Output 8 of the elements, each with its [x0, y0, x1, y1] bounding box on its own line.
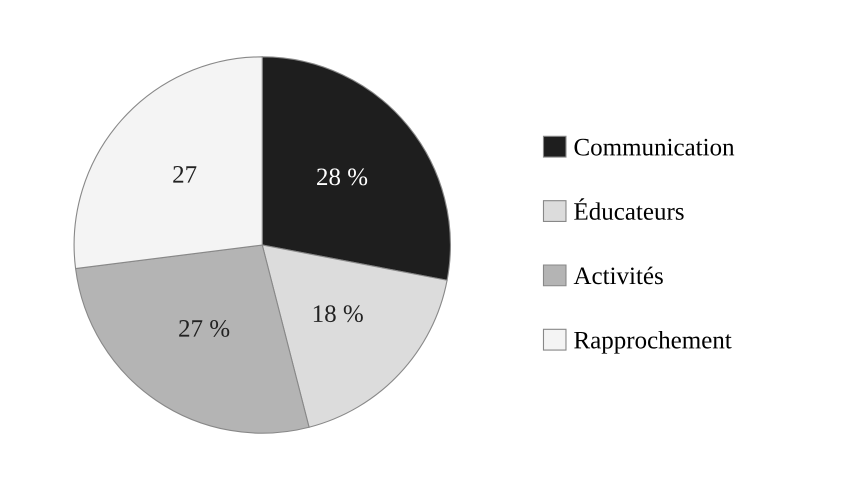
data-label: 18 % [314, 305, 363, 322]
legend-label: Communication [574, 138, 734, 156]
data-label: 28 % [317, 168, 368, 186]
legend-label: Éducateurs [574, 198, 684, 220]
legend-label: Activités [574, 266, 663, 284]
legend-label: Rapprochement [574, 330, 732, 354]
data-label: 27 [173, 166, 196, 183]
data-label: 27 % [179, 320, 230, 337]
